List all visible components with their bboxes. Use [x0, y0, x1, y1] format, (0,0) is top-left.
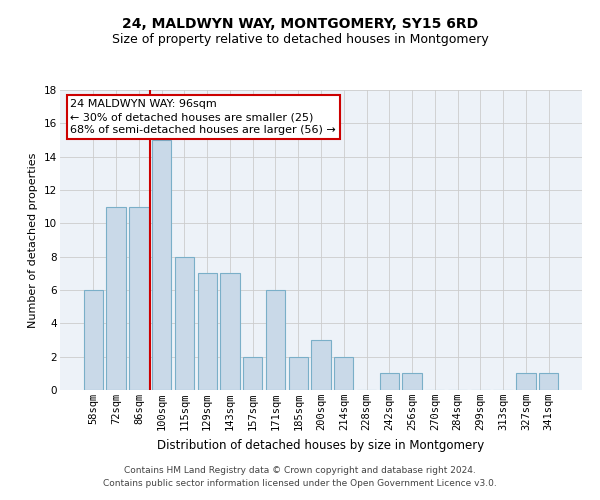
Bar — [106, 206, 126, 390]
X-axis label: Distribution of detached houses by size in Montgomery: Distribution of detached houses by size … — [157, 438, 485, 452]
Bar — [334, 356, 353, 390]
Bar — [380, 374, 399, 390]
Bar — [311, 340, 331, 390]
Bar — [516, 374, 536, 390]
Text: 24 MALDWYN WAY: 96sqm
← 30% of detached houses are smaller (25)
68% of semi-deta: 24 MALDWYN WAY: 96sqm ← 30% of detached … — [70, 99, 336, 136]
Bar — [539, 374, 558, 390]
Text: 24, MALDWYN WAY, MONTGOMERY, SY15 6RD: 24, MALDWYN WAY, MONTGOMERY, SY15 6RD — [122, 18, 478, 32]
Bar — [403, 374, 422, 390]
Bar — [197, 274, 217, 390]
Bar — [152, 140, 172, 390]
Bar — [289, 356, 308, 390]
Bar — [266, 290, 285, 390]
Text: Contains HM Land Registry data © Crown copyright and database right 2024.
Contai: Contains HM Land Registry data © Crown c… — [103, 466, 497, 487]
Bar — [129, 206, 149, 390]
Text: Size of property relative to detached houses in Montgomery: Size of property relative to detached ho… — [112, 32, 488, 46]
Bar — [84, 290, 103, 390]
Bar — [220, 274, 239, 390]
Y-axis label: Number of detached properties: Number of detached properties — [28, 152, 38, 328]
Bar — [243, 356, 262, 390]
Bar — [175, 256, 194, 390]
